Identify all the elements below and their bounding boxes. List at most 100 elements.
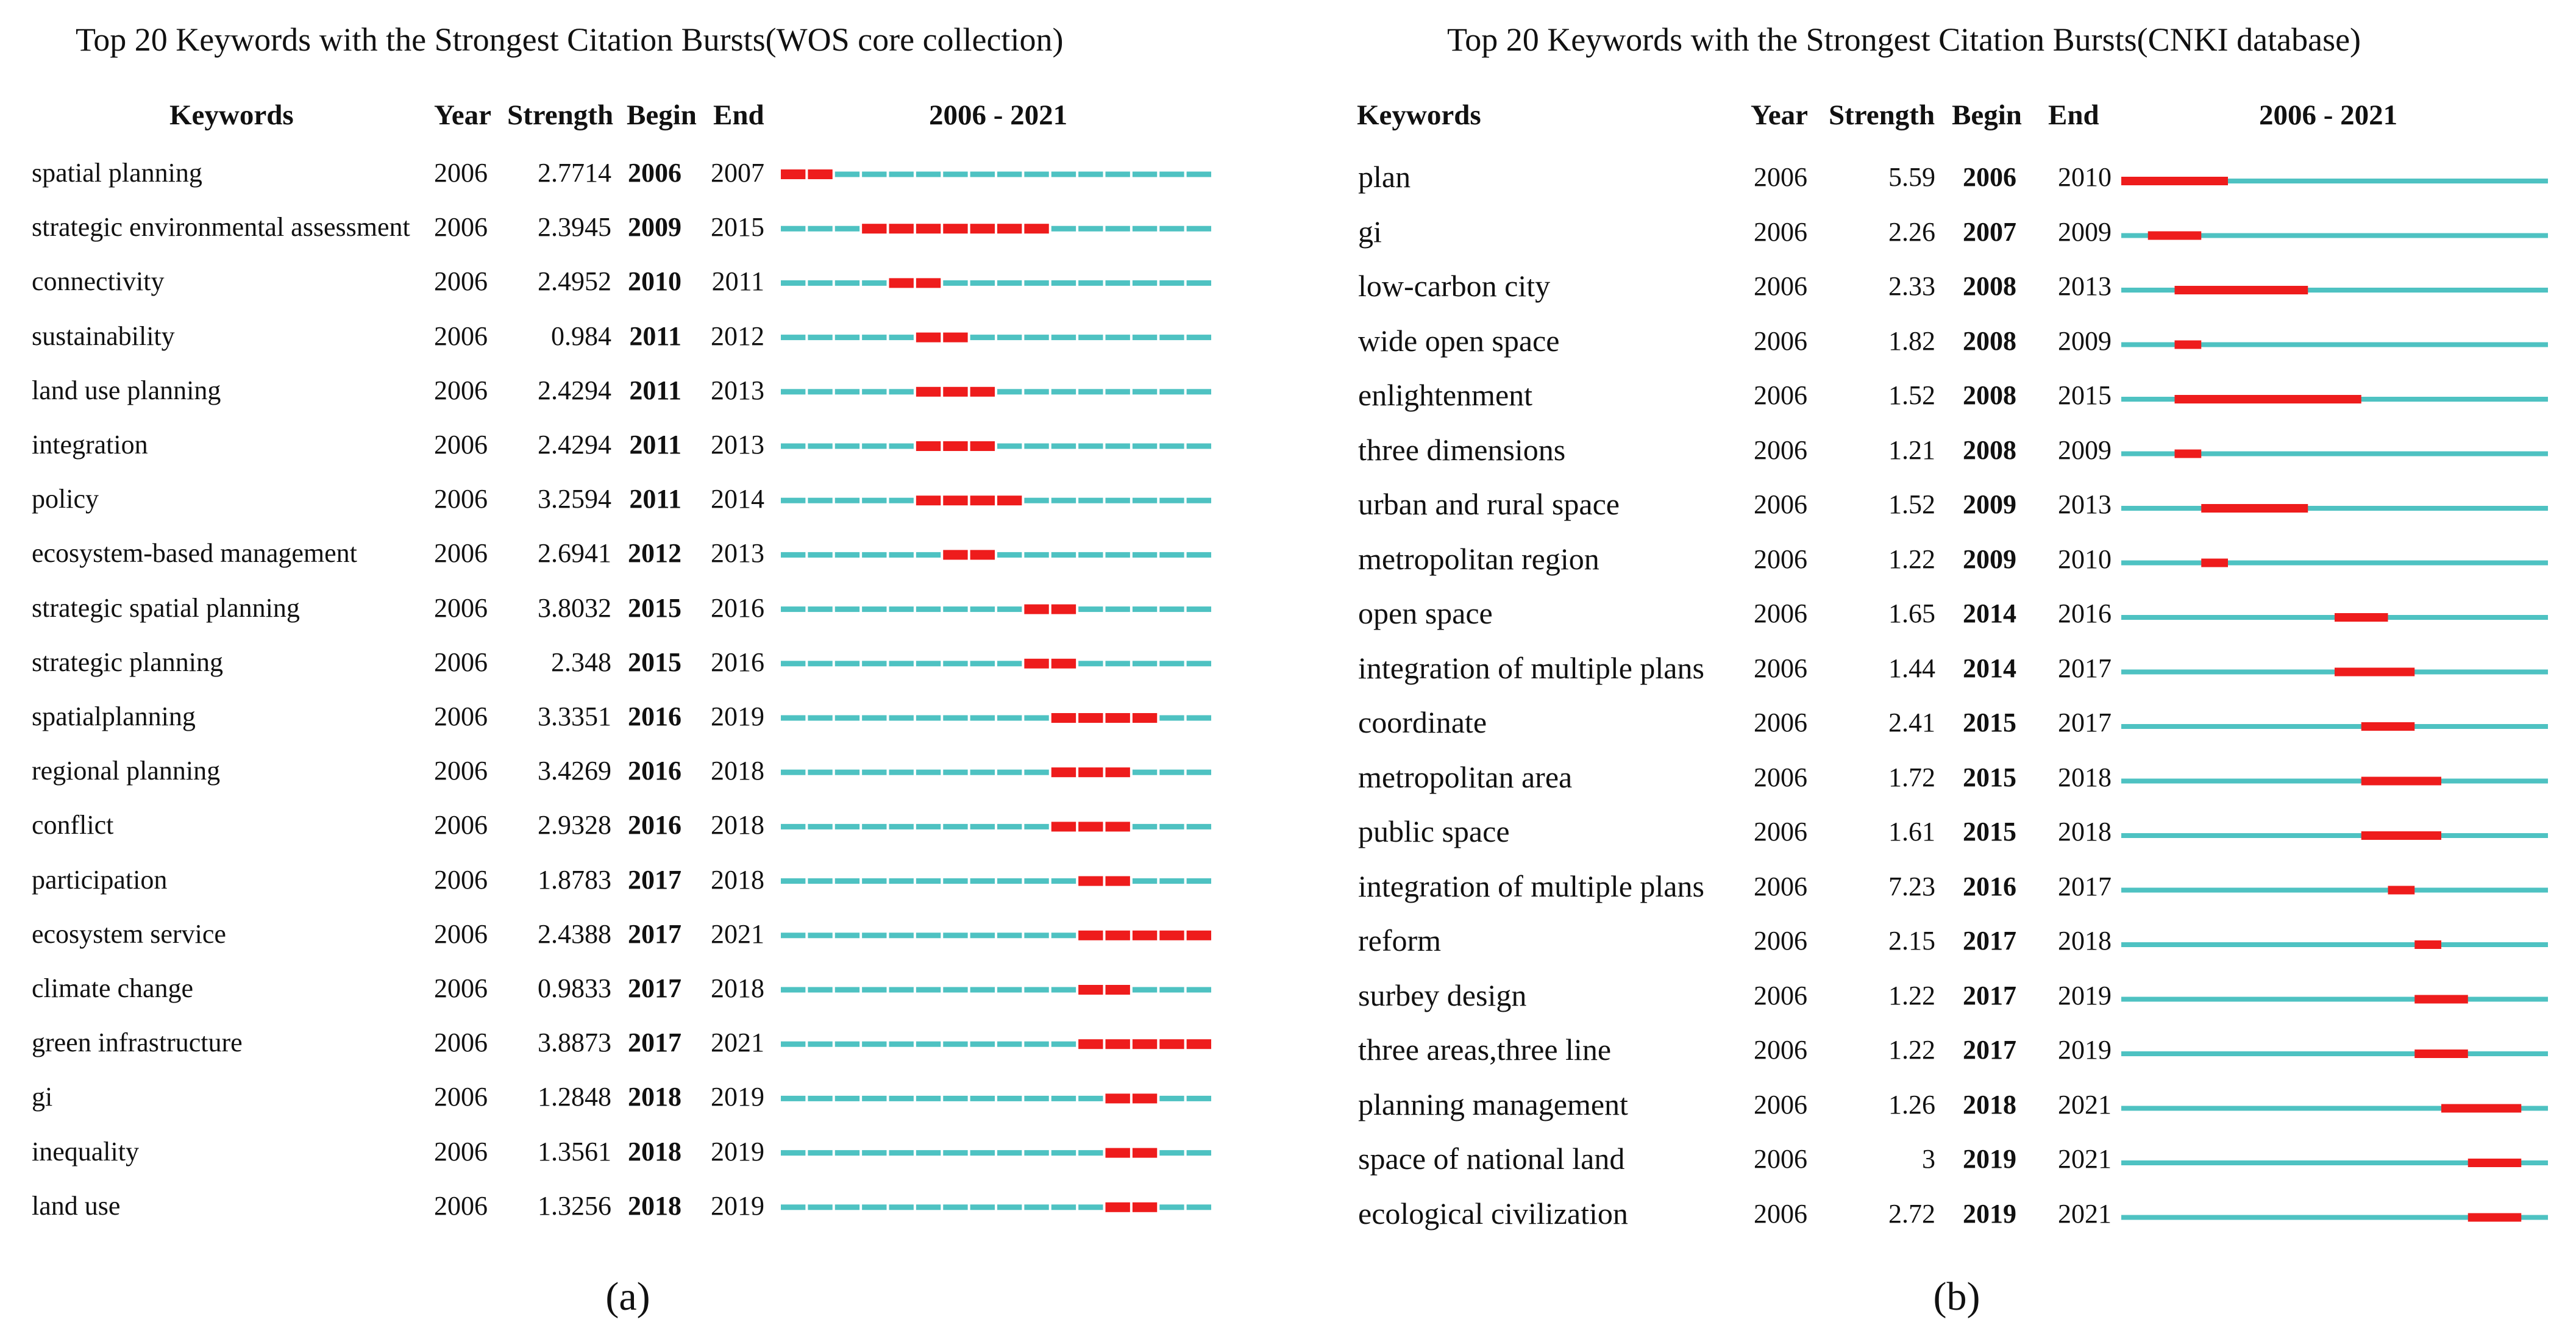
year-header: Year <box>434 99 491 131</box>
end-value: 2018 <box>711 864 764 895</box>
strength-value: 3.2594 <box>538 484 611 514</box>
keyword-label: green infrastructure <box>32 1028 243 1058</box>
strength-value: 1.21 <box>1888 435 1935 465</box>
burst-bar <box>2201 504 2308 513</box>
burst-segment <box>1105 1148 1130 1158</box>
burst-segment <box>1078 822 1103 832</box>
timeline-segment <box>1078 280 1103 286</box>
end-value: 2017 <box>2058 653 2112 683</box>
timeline-segment <box>916 878 941 884</box>
timeline-segment <box>862 878 887 884</box>
burst-segment <box>943 441 968 451</box>
timeline-segment <box>916 987 941 993</box>
timeline-segment <box>808 661 833 667</box>
burst-segment <box>1078 713 1103 723</box>
timeline-segment <box>808 823 833 829</box>
timeline-segment <box>1078 335 1103 341</box>
begin-value: 2011 <box>629 430 681 460</box>
timeline-segment <box>1159 769 1184 775</box>
timeline-segment <box>943 661 968 667</box>
keyword-label: inequality <box>32 1136 139 1167</box>
strength-value: 1.72 <box>1888 762 1935 792</box>
timeline-segment <box>1186 1204 1211 1210</box>
year-value: 2006 <box>434 212 488 243</box>
timeline-segment <box>1159 552 1184 558</box>
strength-value: 3 <box>1922 1144 1935 1174</box>
begin-value: 2011 <box>629 484 681 514</box>
timeline-segment <box>1051 280 1076 286</box>
timeline-segment <box>1159 335 1184 341</box>
strength-value: 2.7714 <box>538 158 611 188</box>
end-value: 2019 <box>711 701 764 731</box>
begin-value: 2014 <box>1963 598 2016 628</box>
timeline-segment <box>997 823 1022 829</box>
year-value: 2006 <box>1754 1035 1807 1065</box>
strength-value: 1.2848 <box>538 1082 611 1112</box>
end-value: 2013 <box>711 538 764 569</box>
timeline-segment <box>1024 497 1049 503</box>
end-header: End <box>2048 99 2099 131</box>
timeline-segment <box>916 715 941 721</box>
caption-letter: a <box>619 1274 637 1319</box>
timeline-segment <box>1132 497 1158 503</box>
timeline-segment <box>781 335 806 341</box>
year-value: 2006 <box>1754 435 1807 465</box>
timeline-segment <box>834 1204 860 1210</box>
timeline-segment <box>916 1095 941 1101</box>
timeline-segment <box>1051 1150 1076 1156</box>
burst-segment <box>1132 713 1158 723</box>
timeline-segment <box>916 661 941 667</box>
burst-bars <box>2121 177 2548 1222</box>
end-value: 2016 <box>711 647 764 677</box>
timeline-segment <box>834 606 860 613</box>
burst-bar <box>2361 831 2441 840</box>
timeline-segment <box>1078 171 1103 177</box>
timeline-segment <box>862 389 887 395</box>
strength-value: 0.9833 <box>538 973 611 1003</box>
timeline-segment <box>1186 171 1211 177</box>
strength-value: 2.4388 <box>538 918 611 949</box>
timeline-segment <box>862 932 887 939</box>
timeline-segment <box>862 715 887 721</box>
strength-value: 2.72 <box>1888 1198 1935 1229</box>
burst-bar <box>2467 1159 2522 1167</box>
timeline-segment <box>943 280 968 286</box>
burst-segment <box>862 224 887 234</box>
timeline-segment <box>1132 335 1158 341</box>
begin-value: 2008 <box>1963 380 2016 410</box>
timeline-segment <box>970 932 995 939</box>
strength-value: 2.4294 <box>538 375 611 405</box>
end-value: 2011 <box>711 266 764 297</box>
keyword-label: low-carbon city <box>1358 269 1551 303</box>
year-value: 2006 <box>1754 271 1807 301</box>
timeline-segment <box>834 443 860 449</box>
keyword-label: metropolitan area <box>1358 759 1573 794</box>
begin-value: 2008 <box>1963 325 2016 356</box>
end-value: 2013 <box>2058 489 2112 519</box>
timeline-segment <box>1105 497 1130 503</box>
timeline-segment <box>1132 226 1158 232</box>
keyword-label: land use <box>32 1190 121 1221</box>
timeline-segment <box>808 1095 833 1101</box>
strength-value: 1.65 <box>1888 598 1935 628</box>
timeline-segment <box>889 443 914 449</box>
year-value: 2006 <box>1754 817 1807 847</box>
burst-segment <box>943 224 968 234</box>
begin-value: 2017 <box>1963 926 2016 956</box>
strength-value: 2.348 <box>551 647 611 677</box>
burst-segment <box>1105 985 1130 995</box>
begin-value: 2015 <box>1963 817 2016 847</box>
year-value: 2006 <box>1754 653 1807 683</box>
timeline-segment <box>889 769 914 775</box>
burst-segment <box>943 495 968 506</box>
burst-segment <box>943 550 968 560</box>
timeline-segment <box>834 823 860 829</box>
burst-bar <box>2467 1213 2522 1222</box>
end-value: 2010 <box>2058 162 2112 192</box>
strength-value: 1.22 <box>1888 544 1935 574</box>
timeline-segment <box>1159 1204 1184 1210</box>
timeline-segment <box>808 1041 833 1047</box>
end-header: End <box>713 99 764 131</box>
end-value: 2021 <box>711 1028 764 1058</box>
timeline-segment <box>997 552 1022 558</box>
